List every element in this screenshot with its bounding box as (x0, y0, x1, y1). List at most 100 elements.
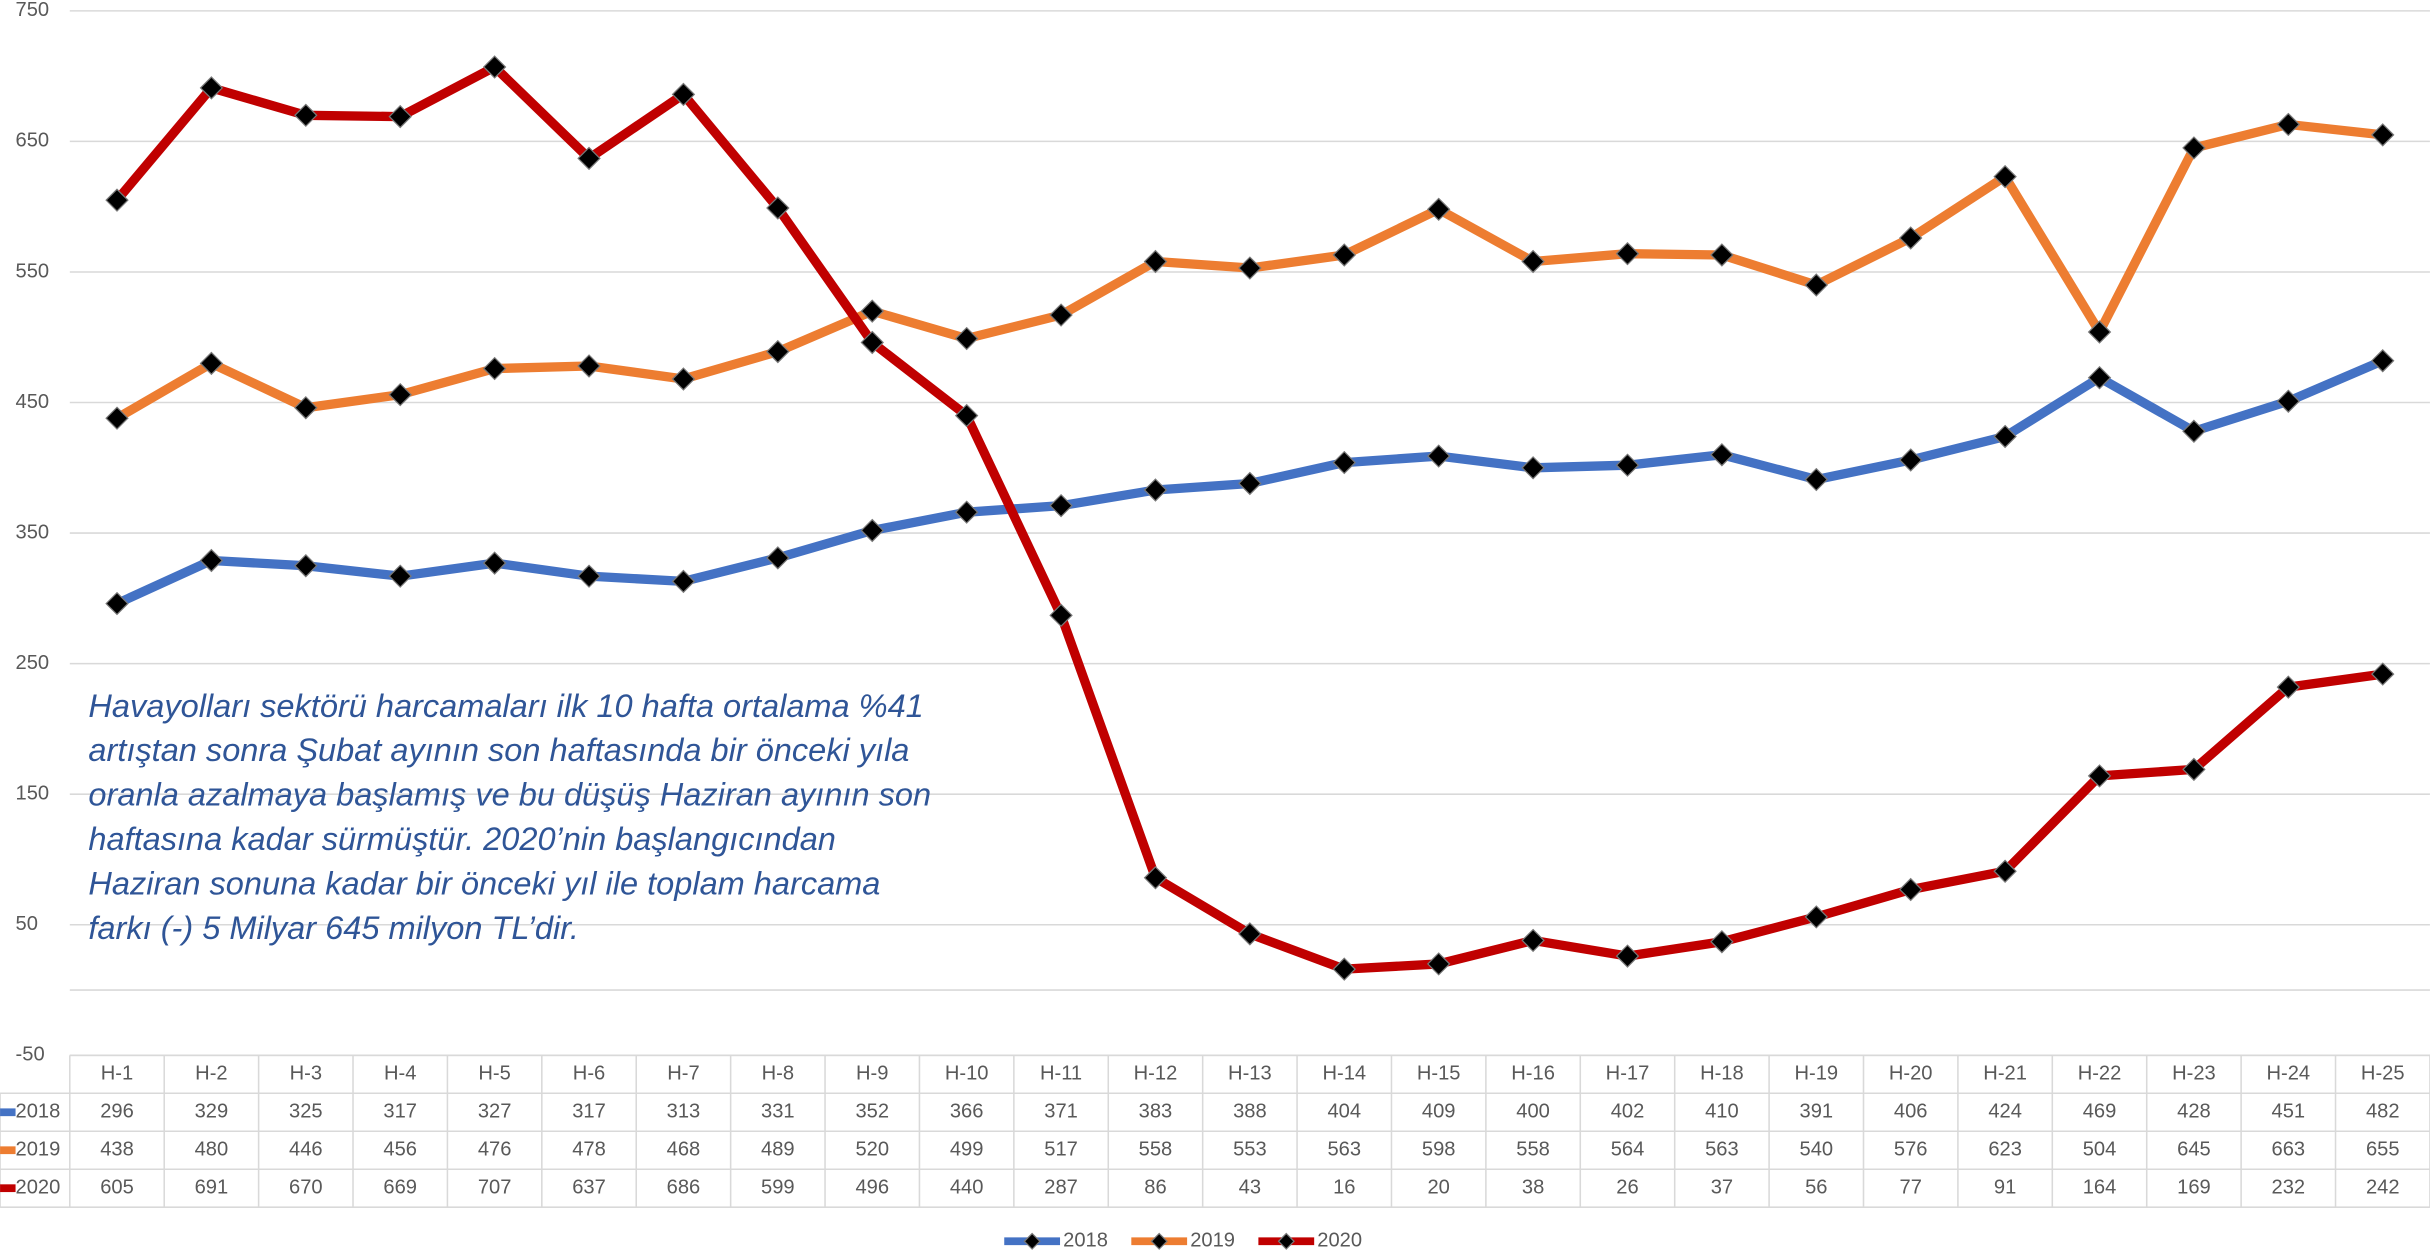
table-cell: 496 (855, 1177, 889, 1199)
table-cell: 563 (1327, 1139, 1361, 1161)
legend-marker (1023, 1232, 1041, 1250)
point-marker (2276, 389, 2301, 413)
y-tick-label: 650 (16, 130, 50, 152)
table-cell: 317 (383, 1101, 417, 1123)
point-marker (388, 104, 412, 129)
point-marker (1238, 471, 1262, 496)
point-marker (388, 382, 412, 407)
table-cell: 242 (2366, 1177, 2400, 1199)
table-cell: 489 (761, 1139, 795, 1161)
x-tick-label: H-21 (1983, 1063, 2027, 1085)
point-marker (1521, 249, 1545, 274)
table-cell: 383 (1139, 1101, 1173, 1123)
legend-label: 2020 (1317, 1230, 1362, 1252)
legend-label: 2019 (1190, 1230, 1235, 1252)
table-cell: 38 (1522, 1177, 1544, 1199)
table-cell: 400 (1516, 1101, 1550, 1123)
table-cell: 558 (1516, 1139, 1550, 1161)
table-cell: 469 (2083, 1101, 2117, 1123)
annotation: artıştan sonra Şubat ayının son haftasın… (88, 732, 909, 768)
point-marker (1332, 243, 1356, 267)
y-tick-label: 150 (16, 783, 50, 805)
table-cell: 480 (195, 1139, 229, 1161)
point-marker (2371, 349, 2395, 373)
table-cell: 428 (2177, 1101, 2211, 1123)
point-marker (2371, 662, 2395, 686)
point-marker (105, 188, 129, 212)
x-tick-label: H-19 (1794, 1063, 1838, 1085)
point-marker (1238, 256, 1262, 280)
annotation: farkı (-) 5 Milyar 645 milyon TL’dir. (88, 910, 579, 946)
point-marker (1993, 164, 2017, 189)
point-marker (1143, 478, 1168, 502)
table-cell: 686 (667, 1177, 701, 1199)
table-cell: 598 (1422, 1139, 1456, 1161)
point-marker (766, 546, 790, 570)
table-cell: 86 (1144, 1177, 1166, 1199)
table-cell: 558 (1139, 1139, 1173, 1161)
table-cell: 645 (2177, 1139, 2211, 1161)
point-marker (294, 396, 318, 420)
x-tick-label: H-15 (1417, 1063, 1461, 1085)
table-cell: 366 (950, 1101, 984, 1123)
table-cell: 707 (478, 1177, 512, 1199)
legend-marker (1277, 1232, 1295, 1250)
table-cell: 296 (100, 1101, 134, 1123)
table-cell: 232 (2272, 1177, 2306, 1199)
point-marker (1143, 249, 1168, 274)
table-cell: 26 (1616, 1177, 1638, 1199)
table-cell: 352 (855, 1101, 889, 1123)
table-cell: 56 (1805, 1177, 1827, 1199)
point-marker (294, 103, 318, 128)
point-marker (1049, 303, 1073, 327)
point-marker (1332, 957, 1356, 981)
table-cell: 451 (2272, 1101, 2306, 1123)
point-marker (1521, 456, 1545, 480)
point-marker (294, 553, 318, 578)
table-cell: 402 (1611, 1101, 1645, 1123)
point-marker (199, 548, 224, 573)
table-cell: 410 (1705, 1101, 1739, 1123)
y-tick-label: 750 (16, 0, 50, 21)
x-tick-label: H-17 (1606, 1063, 1650, 1085)
point-marker (1898, 448, 1923, 472)
x-tick-label: H-18 (1700, 1063, 1744, 1085)
point-marker (1615, 241, 1640, 266)
table-cell: 317 (572, 1101, 606, 1123)
point-marker (1898, 226, 1923, 250)
point-marker (482, 55, 507, 79)
table-cell: 329 (195, 1101, 229, 1123)
x-tick-label: H-10 (945, 1063, 989, 1085)
point-marker (105, 406, 129, 430)
point-marker (1898, 877, 1923, 902)
table-cell: 663 (2272, 1139, 2306, 1161)
point-marker (1615, 453, 1640, 477)
x-tick-label: H-5 (478, 1063, 510, 1085)
x-tick-label: H-1 (101, 1063, 133, 1085)
table-cell: 77 (1900, 1177, 1922, 1199)
table-cell: 540 (1800, 1139, 1834, 1161)
x-tick-label: H-6 (573, 1063, 605, 1085)
point-marker (577, 146, 601, 171)
point-marker (2087, 320, 2112, 344)
data-table: H-1 H-2 H-3 H-4 H-5 H-6 H-7 H-8 H-9 H-10 H-11 H-12 H… (0, 1054, 2430, 1208)
annotation: haftasına kadar sürmüştür. 2020’nin başl… (88, 821, 836, 857)
point-marker (671, 82, 696, 107)
table-cell: 499 (950, 1139, 984, 1161)
x-tick-label: H-22 (2078, 1063, 2122, 1085)
table-cell: 406 (1894, 1101, 1928, 1123)
point-marker (1615, 944, 1640, 968)
x-tick-label: H-9 (856, 1063, 888, 1085)
table-cell: 504 (2083, 1139, 2117, 1161)
table-cell: 325 (289, 1101, 323, 1123)
table-cell: 331 (761, 1101, 795, 1123)
x-tick-label: H-12 (1134, 1063, 1178, 1085)
table-cell: 478 (572, 1139, 606, 1161)
point-marker (2371, 123, 2395, 147)
point-marker (1049, 493, 1073, 518)
table-cell: 327 (478, 1101, 512, 1123)
point-marker (766, 339, 790, 364)
x-tick-label: H-2 (195, 1063, 227, 1085)
point-marker (1049, 603, 1073, 628)
